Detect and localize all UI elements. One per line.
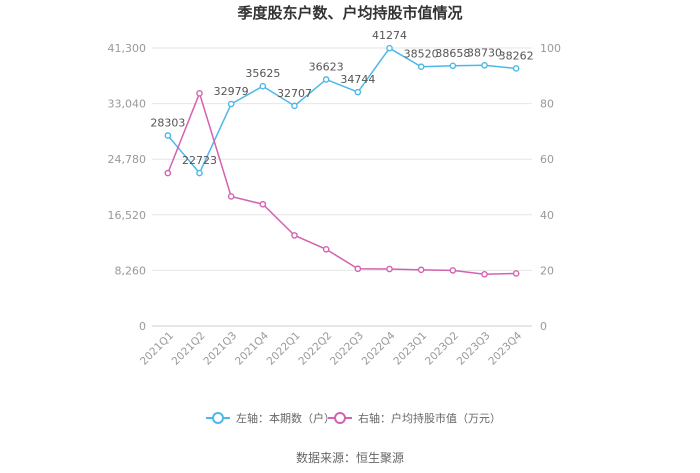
legend-label: 左轴：本期数（户） <box>236 411 335 425</box>
x-tick-label: 2023Q2 <box>423 330 461 368</box>
data-point <box>481 270 488 278</box>
x-tick-label: 2021Q2 <box>170 330 208 368</box>
data-label: 41274 <box>372 29 407 42</box>
right-tick-label: 100 <box>540 42 561 55</box>
data-point <box>354 88 362 96</box>
data-point <box>512 65 520 72</box>
left-tick-label: 33,040 <box>108 98 147 111</box>
data-label: 32979 <box>214 85 249 98</box>
x-tick-label: 2023Q4 <box>486 329 524 367</box>
data-point <box>417 266 425 274</box>
series-line-1 <box>167 91 517 276</box>
right-axis: 0 20 40 60 80 100 <box>540 42 561 333</box>
legend-marker <box>212 412 224 424</box>
x-tick-label: 2021Q3 <box>201 330 239 368</box>
data-point <box>291 232 298 239</box>
data-label: 38730 <box>467 46 502 59</box>
data-point <box>386 265 393 273</box>
data-point <box>196 169 203 177</box>
x-tick-label: 2022Q2 <box>296 330 334 368</box>
data-point <box>481 61 488 69</box>
data-point <box>164 132 172 139</box>
data-point <box>322 245 330 253</box>
legend-marker <box>334 412 346 424</box>
data-point <box>322 76 330 83</box>
x-tick-label: 2022Q4 <box>360 329 398 367</box>
series-line-0 <box>167 47 517 175</box>
data-point <box>512 270 520 277</box>
x-tick-label: 2023Q3 <box>455 330 493 368</box>
data-point <box>354 265 362 273</box>
data-point <box>259 82 267 90</box>
data-label: 32707 <box>277 87 312 100</box>
data-label: 35625 <box>245 67 280 80</box>
x-axis: 2021Q12021Q22021Q32021Q42022Q12022Q22022… <box>138 329 525 367</box>
data-point <box>291 102 298 110</box>
x-tick-label: 2021Q1 <box>138 330 176 368</box>
data-point <box>196 90 203 97</box>
source-note: 数据来源：恒生聚源 <box>296 450 404 465</box>
data-point <box>164 169 172 177</box>
data-label: 38262 <box>499 49 534 62</box>
right-tick-label: 0 <box>540 320 547 333</box>
right-tick-label: 60 <box>540 153 554 166</box>
data-label: 36623 <box>309 60 344 73</box>
data-point <box>227 193 235 200</box>
chart-title: 季度股东户数、户均持股市值情况 <box>237 4 462 22</box>
right-tick-label: 80 <box>540 98 554 111</box>
left-tick-label: 41,300 <box>108 42 147 55</box>
left-tick-label: 16,520 <box>108 209 147 222</box>
left-axis: 0 8,260 16,520 24,780 33,040 41,300 <box>108 42 147 333</box>
left-tick-label: 8,260 <box>115 264 147 277</box>
data-label: 28303 <box>150 116 185 129</box>
left-tick-label: 24,780 <box>108 153 147 166</box>
data-label: 38520 <box>404 48 439 61</box>
legend-label: 右轴：户均持股市值（万元） <box>358 411 501 425</box>
data-point <box>417 63 425 71</box>
x-tick-label: 2021Q4 <box>233 329 271 367</box>
x-tick-label: 2022Q1 <box>265 330 303 368</box>
data-point <box>227 100 235 108</box>
data-point <box>449 62 457 70</box>
right-tick-label: 20 <box>540 264 554 277</box>
x-tick-label: 2022Q3 <box>328 330 366 368</box>
data-point <box>259 200 267 208</box>
data-label: 22723 <box>182 154 217 167</box>
right-tick-label: 40 <box>540 209 554 222</box>
series <box>164 44 520 278</box>
data-point <box>449 267 457 274</box>
left-tick-label: 0 <box>139 320 146 333</box>
data-label: 34744 <box>340 73 375 86</box>
data-label: 38658 <box>435 47 470 60</box>
data-point <box>386 44 393 52</box>
x-tick-label: 2023Q1 <box>391 330 429 368</box>
legend[interactable]: 左轴：本期数（户） 右轴：户均持股市值（万元） <box>206 411 501 425</box>
grid <box>152 47 532 327</box>
